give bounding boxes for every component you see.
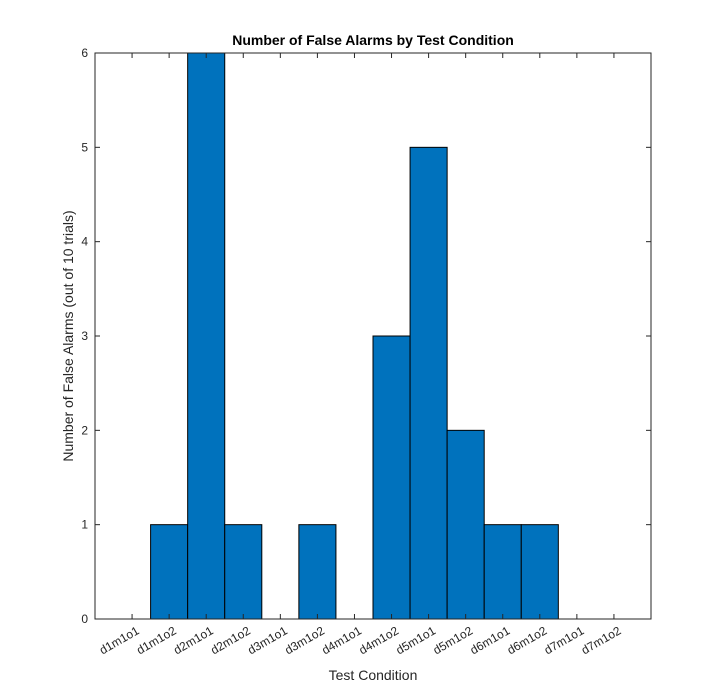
bar-d5m1o1	[409, 146, 448, 620]
y-tick-label: 6	[81, 46, 88, 60]
x-tick-label: d4m1o1	[319, 623, 364, 657]
x-tick-label: d6m1o1	[468, 623, 513, 657]
x-tick-label: d2m1o2	[208, 623, 253, 657]
x-tick-label: d7m1o1	[542, 623, 587, 657]
axes-box	[94, 52, 652, 620]
x-tick-label: d2m1o1	[171, 623, 216, 657]
y-tick-label: 5	[81, 140, 88, 154]
y-tick-label: 1	[81, 518, 88, 532]
x-tick-label: d5m1o1	[394, 623, 439, 657]
bar-d1m1o2	[150, 524, 189, 620]
y-tick-labels: 0 1 2 3 4 5 6	[81, 46, 88, 626]
x-tick-label: d3m1o2	[282, 623, 327, 657]
y-tick-label: 2	[81, 423, 88, 437]
bar-d4m1o2	[372, 335, 411, 620]
x-tick-label: d3m1o1	[245, 623, 290, 657]
x-axis-title: Test Condition	[329, 667, 418, 683]
x-tick-label: d4m1o2	[356, 623, 401, 657]
bar-d2m1o2	[224, 524, 263, 620]
bar-d2m1o1	[187, 52, 226, 620]
y-tick-label: 3	[81, 329, 88, 343]
bar-d6m1o2	[520, 524, 559, 620]
x-tick-label: d5m1o2	[431, 623, 476, 657]
bars-layer	[150, 52, 559, 620]
chart-title: Number of False Alarms by Test Condition	[232, 32, 514, 48]
bar-d6m1o1	[483, 524, 522, 620]
x-tick-label: d6m1o2	[505, 623, 550, 657]
y-axis-title: Number of False Alarms (out of 10 trials…	[60, 210, 76, 461]
bar-d3m1o2	[298, 524, 337, 620]
bar-d5m1o2	[446, 429, 485, 620]
x-tick-label: d7m1o2	[579, 623, 624, 657]
x-tick-labels: d1m1o1d1m1o2d2m1o1d2m1o2d3m1o1d3m1o2d4m1…	[97, 623, 624, 657]
x-tick-label: d1m1o1	[97, 623, 142, 657]
y-tick-label: 4	[81, 235, 88, 249]
y-tick-label: 0	[81, 612, 88, 626]
x-tick-label: d1m1o2	[134, 623, 179, 657]
